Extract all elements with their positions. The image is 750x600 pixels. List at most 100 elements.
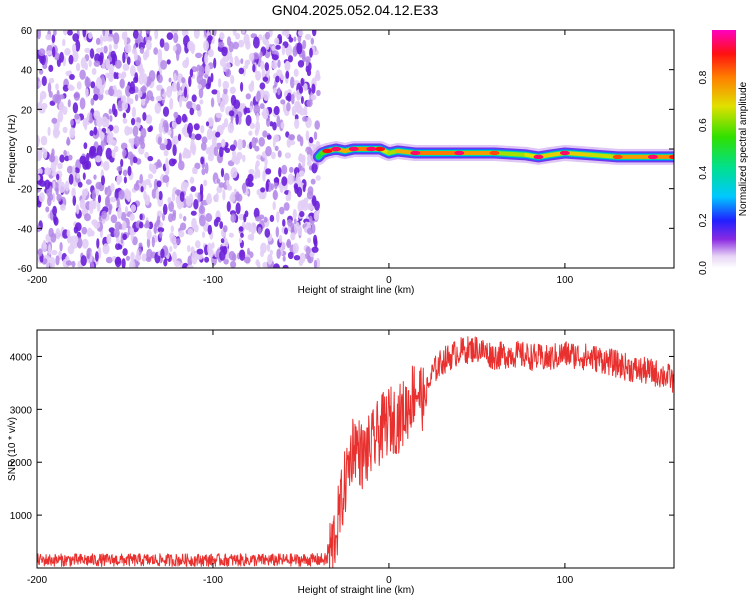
noise-blob (57, 162, 63, 170)
noise-blob (51, 249, 58, 256)
noise-blob (238, 213, 245, 221)
noise-blob (144, 151, 149, 159)
noise-blob (129, 81, 135, 92)
noise-blob (156, 159, 161, 168)
noise-blob (294, 118, 300, 129)
noise-blob (273, 87, 278, 94)
noise-blob (156, 180, 162, 188)
noise-blob (121, 221, 127, 231)
noise-blob (47, 196, 52, 207)
noise-blob (79, 155, 87, 165)
noise-blob (171, 136, 176, 148)
noise-blob (304, 33, 312, 41)
colorbar-ticks: 0.0 0.2 0.4 0.6 0.8 (698, 70, 709, 275)
noise-blob (40, 135, 48, 146)
noise-blob (228, 110, 235, 117)
noise-blob (266, 134, 272, 140)
noise-blob (222, 80, 230, 90)
noise-blob (216, 178, 221, 184)
noise-blob (205, 213, 213, 222)
noise-blob (53, 213, 57, 224)
noise-blob (271, 54, 279, 61)
noise-blob (304, 253, 310, 259)
noise-blob (219, 100, 225, 113)
noise-blob (266, 243, 271, 252)
noise-blob (83, 142, 88, 150)
y-tick-label: 3000 (10, 405, 33, 416)
noise-blob (141, 253, 147, 262)
y-tick-label: 20 (21, 105, 33, 116)
noise-blob (129, 213, 135, 221)
noise-blob (240, 232, 244, 238)
y-tick-label: 40 (21, 66, 33, 77)
noise-blob (285, 30, 290, 39)
noise-blob (197, 192, 201, 203)
noise-blob (213, 57, 217, 69)
signal-segment (492, 151, 529, 157)
noise-blob (93, 126, 98, 136)
noise-blob (284, 227, 288, 235)
noise-blob (54, 94, 62, 104)
noise-blob (266, 116, 271, 127)
noise-blob (228, 250, 236, 261)
noise-blob (59, 154, 65, 163)
noise-blob (109, 30, 113, 35)
x-tick-label: -100 (203, 575, 223, 586)
noise-blob (157, 227, 165, 233)
noise-blob (38, 107, 46, 114)
noise-blob (220, 167, 225, 178)
noise-blob (64, 48, 71, 56)
noise-blob (84, 121, 88, 131)
noise-blob (38, 80, 42, 88)
noise-blob (276, 248, 281, 259)
noise-blob (41, 242, 48, 253)
colorbar-tick-label: 0.8 (698, 70, 709, 84)
noise-blob (205, 121, 210, 127)
noise-blob (97, 194, 102, 204)
noise-blob (242, 65, 246, 77)
noise-blob (48, 77, 55, 84)
noise-blob (84, 213, 91, 222)
noise-blob (169, 246, 173, 252)
noise-blob (219, 146, 224, 158)
noise-blob (73, 91, 81, 101)
noise-blob (265, 31, 270, 40)
signal-peak (331, 146, 342, 152)
noise-blob (163, 149, 169, 157)
noise-blob (225, 68, 232, 78)
noise-blob (131, 106, 136, 118)
noise-blob (201, 78, 207, 87)
noise-blob (168, 200, 175, 213)
noise-blob (288, 55, 293, 63)
noise-blob (225, 62, 231, 70)
noise-blob (105, 58, 111, 70)
noise-blob (37, 248, 43, 257)
noise-blob (91, 189, 96, 202)
noise-blob (111, 149, 116, 159)
noise-blob (230, 74, 235, 85)
noise-blob (93, 174, 97, 180)
noise-blob (136, 248, 140, 261)
noise-blob (255, 70, 262, 81)
noise-blob (66, 229, 71, 238)
noise-blob (282, 219, 286, 227)
noise-blob (64, 155, 70, 162)
noise-blob (232, 149, 236, 158)
noise-blob (122, 169, 128, 177)
noise-blob (95, 155, 102, 163)
noise-blob (313, 211, 319, 221)
noise-blob (84, 47, 91, 54)
noise-blob (163, 42, 170, 52)
noise-blob (253, 207, 260, 219)
noise-blob (166, 32, 174, 40)
noise-blob (285, 194, 290, 202)
noise-blob (296, 172, 300, 184)
noise-blob (112, 125, 120, 134)
noise-blob (138, 221, 144, 229)
noise-blob (197, 83, 202, 90)
noise-blob (75, 204, 80, 215)
noise-blob (122, 63, 130, 71)
noise-blob (59, 241, 63, 252)
noise-blob (301, 50, 306, 61)
noise-blob (273, 263, 280, 268)
